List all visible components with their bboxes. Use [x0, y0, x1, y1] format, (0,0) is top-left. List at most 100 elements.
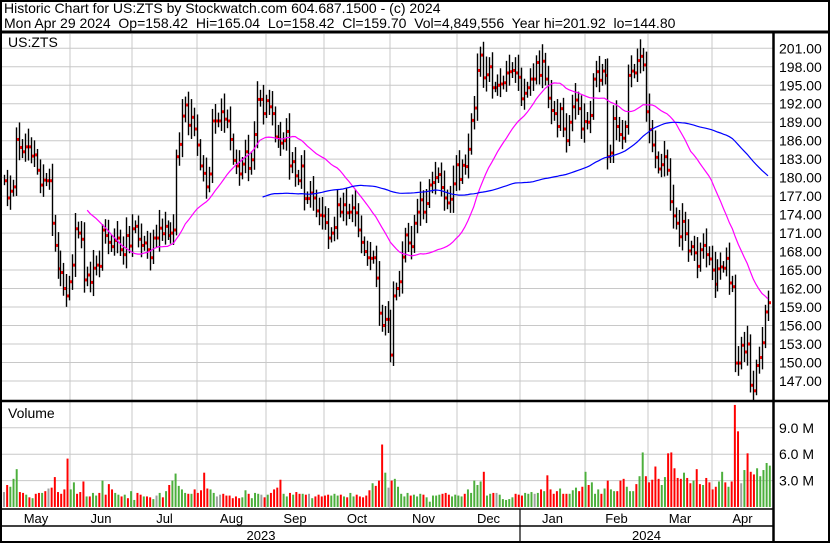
- month-label: Mar: [669, 511, 692, 526]
- volume-bar: [257, 493, 260, 507]
- volume-bar: [425, 497, 428, 507]
- close-tick: [198, 143, 200, 147]
- close-tick: [424, 210, 426, 214]
- close-tick: [293, 160, 295, 164]
- quote-summary: Mon Apr 29 2024 Op=158.42 Hi=165.04 Lo=1…: [4, 15, 676, 31]
- volume-bar: [323, 495, 326, 507]
- close-tick: [127, 234, 129, 238]
- volume-bar: [571, 490, 574, 507]
- close-tick: [579, 107, 581, 111]
- close-tick: [641, 54, 643, 58]
- close-tick: [210, 172, 212, 176]
- close-tick: [686, 232, 688, 236]
- close-tick: [668, 168, 670, 172]
- year-label: 2024: [632, 528, 661, 543]
- volume-bar: [250, 498, 253, 507]
- volume-bar: [482, 471, 485, 507]
- close-tick: [97, 263, 99, 267]
- volume-bar: [368, 490, 371, 507]
- volume-bar: [520, 495, 523, 507]
- volume-bar: [746, 453, 749, 507]
- volume-bar: [126, 498, 129, 507]
- volume-bar: [228, 495, 231, 507]
- close-tick: [603, 69, 605, 73]
- volume-bar: [333, 493, 336, 507]
- volume-bar: [438, 494, 441, 507]
- close-tick: [350, 210, 352, 214]
- close-tick: [163, 232, 165, 236]
- close-tick: [121, 248, 123, 252]
- volume-bar: [409, 495, 412, 507]
- volume-bar: [422, 494, 425, 507]
- volume-bar: [428, 501, 431, 507]
- volume-bar: [136, 492, 139, 507]
- close-tick: [314, 196, 316, 200]
- close-tick: [124, 253, 126, 257]
- volume-bar: [66, 458, 69, 507]
- close-tick: [177, 155, 179, 159]
- price-tick-label: 150.00: [779, 354, 822, 370]
- volume-bar: [663, 477, 666, 507]
- close-tick: [591, 113, 593, 117]
- volume-bar: [203, 472, 206, 507]
- volume-bar: [219, 494, 222, 507]
- volume-bar: [536, 492, 539, 507]
- close-tick: [745, 350, 747, 354]
- close-tick: [534, 77, 536, 81]
- close-tick: [614, 117, 616, 121]
- close-tick: [516, 71, 518, 75]
- volume-bar: [295, 492, 298, 507]
- volume-bar: [111, 489, 114, 507]
- close-tick: [403, 255, 405, 259]
- close-tick: [644, 63, 646, 67]
- volume-bar: [578, 491, 581, 507]
- volume-bar: [241, 497, 244, 507]
- volume-bar: [689, 483, 692, 507]
- volume-bar: [765, 463, 768, 507]
- close-tick: [448, 201, 450, 205]
- volume-bar: [670, 452, 673, 507]
- volume-bar: [651, 479, 654, 507]
- volume-bar: [266, 494, 269, 507]
- volume-bar: [692, 480, 695, 507]
- volume-bar: [174, 473, 177, 507]
- volume-bar: [244, 490, 247, 507]
- close-tick: [157, 236, 159, 240]
- close-tick: [267, 99, 269, 103]
- volume-bar: [260, 494, 263, 507]
- volume-bar: [276, 487, 279, 507]
- volume-bar: [63, 489, 66, 507]
- close-tick: [561, 107, 563, 111]
- close-tick: [8, 196, 10, 200]
- close-tick: [195, 127, 197, 131]
- volume-bar: [416, 496, 419, 507]
- close-tick: [704, 243, 706, 247]
- volume-bar: [22, 492, 25, 507]
- close-tick: [391, 353, 393, 357]
- volume-bar: [524, 492, 527, 507]
- volume-bar: [616, 491, 619, 507]
- volume-bar: [15, 469, 18, 507]
- close-tick: [281, 141, 283, 145]
- close-tick: [439, 173, 441, 177]
- volume-bar: [349, 492, 352, 507]
- volume-bar: [498, 494, 501, 507]
- close-tick: [174, 228, 176, 232]
- volume-bar: [587, 485, 590, 507]
- volume-bar: [724, 482, 727, 507]
- volume-bar: [768, 465, 771, 507]
- close-tick: [216, 119, 218, 123]
- volume-tick-label: 6.0 M: [779, 446, 814, 462]
- close-tick: [88, 273, 90, 277]
- month-label: Oct: [347, 511, 368, 526]
- volume-bar: [495, 492, 498, 507]
- volume-bar: [387, 487, 390, 507]
- close-tick: [727, 256, 729, 260]
- close-tick: [522, 97, 524, 101]
- close-tick: [409, 241, 411, 245]
- close-tick: [258, 97, 260, 101]
- close-tick: [186, 103, 188, 107]
- volume-bar: [117, 494, 120, 507]
- close-tick: [751, 383, 753, 387]
- close-tick: [498, 83, 500, 87]
